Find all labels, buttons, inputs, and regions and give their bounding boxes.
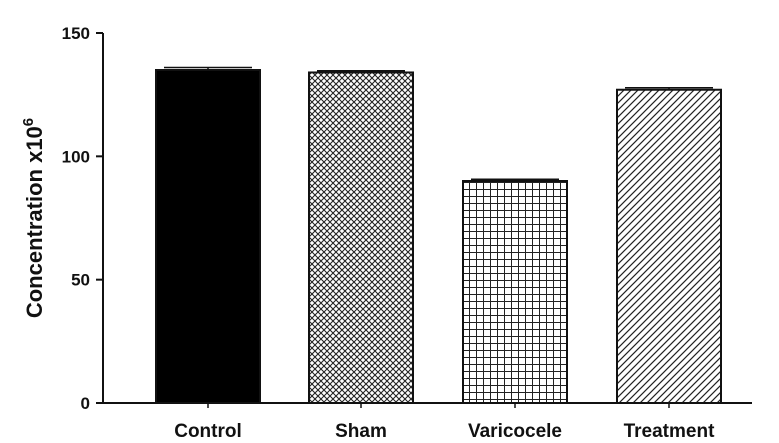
x-tick-label-control: Control [174, 421, 242, 442]
bar-treatment [616, 88, 722, 404]
bars [155, 66, 722, 404]
bar-sham [308, 71, 414, 404]
y-tick-label: 50 [71, 271, 90, 290]
y-axis-title-superscript: 6 [20, 118, 37, 126]
bar-control [155, 69, 261, 404]
y-tick-label: 100 [62, 147, 90, 166]
y-ticks: 0 50 100 150 [62, 24, 103, 413]
y-axis-title: Concentration x106 [20, 118, 47, 318]
x-tick-label-sham: Sham [335, 421, 387, 442]
y-tick-label: 150 [62, 24, 90, 43]
y-tick-label: 0 [81, 394, 90, 413]
x-tick-label-treatment: Treatment [624, 421, 715, 442]
x-tick-label-varicocele: Varicocele [468, 421, 562, 442]
y-axis-title-text: Concentration x10 [22, 126, 47, 318]
x-labels: Control Sham Varicocele Treatment [174, 403, 715, 442]
bar-varicocele [462, 180, 568, 404]
